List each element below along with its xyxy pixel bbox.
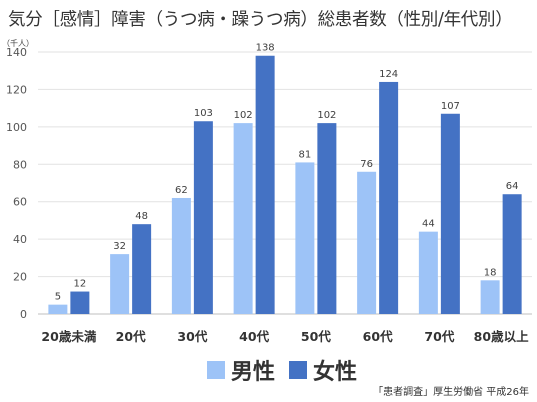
y-tick-label: 100 bbox=[6, 121, 27, 134]
x-tick-label: 20歳未満 bbox=[41, 329, 96, 344]
bar-female bbox=[70, 291, 90, 314]
legend: 男性 女性 bbox=[207, 359, 357, 385]
y-tick-label: 120 bbox=[6, 83, 27, 96]
chart-title: 気分［感情］障害（うつ病・躁うつ病）総患者数（性別/年代別） bbox=[8, 10, 513, 30]
x-tick-label: 50代 bbox=[301, 329, 331, 344]
bar-male bbox=[110, 254, 130, 314]
data-label: 76 bbox=[360, 159, 373, 170]
data-label: 124 bbox=[379, 69, 398, 80]
bar-male bbox=[418, 231, 438, 314]
y-axis: 0 20 40 60 80 100 120 140 bbox=[6, 46, 27, 321]
bars: 5 12 32 48 62 103 102 138 81 102 76 124 44 107 18 64 bbox=[48, 43, 522, 314]
legend-label-male: 男性 bbox=[231, 360, 275, 385]
bar-female bbox=[317, 123, 337, 314]
y-tick-label: 60 bbox=[13, 196, 27, 209]
legend-swatch-female bbox=[289, 361, 307, 379]
bar-female bbox=[255, 55, 275, 314]
y-tick-label: 20 bbox=[13, 271, 27, 284]
bar-female bbox=[379, 81, 399, 314]
x-tick-label: 30代 bbox=[177, 329, 207, 344]
x-axis: 20歳未満 20代 30代 40代 50代 60代 70代 80歳以上 bbox=[41, 329, 529, 344]
y-axis-unit-label: （千人） bbox=[2, 38, 34, 48]
data-label: 5 bbox=[55, 292, 61, 303]
data-label: 103 bbox=[194, 108, 213, 119]
data-label: 48 bbox=[135, 211, 148, 222]
data-label: 138 bbox=[256, 43, 275, 54]
data-label: 62 bbox=[175, 185, 188, 196]
bar-female bbox=[502, 194, 522, 314]
legend-swatch-male bbox=[207, 361, 225, 379]
bar-male bbox=[48, 304, 68, 314]
data-label: 12 bbox=[74, 279, 87, 290]
data-label: 18 bbox=[484, 267, 497, 278]
data-label: 32 bbox=[113, 241, 126, 252]
x-tick-label: 80歳以上 bbox=[474, 329, 529, 344]
bar-male bbox=[171, 197, 191, 314]
x-tick-label: 20代 bbox=[116, 329, 146, 344]
data-label: 64 bbox=[506, 181, 519, 192]
bar-male bbox=[357, 171, 377, 314]
x-tick-label: 60代 bbox=[363, 329, 393, 344]
x-tick-label: 40代 bbox=[239, 329, 269, 344]
data-label: 107 bbox=[441, 101, 460, 112]
y-tick-label: 40 bbox=[13, 233, 27, 246]
data-label: 102 bbox=[234, 110, 253, 121]
bar-female bbox=[440, 113, 460, 314]
y-tick-label: 0 bbox=[20, 308, 27, 321]
bar-male bbox=[295, 162, 315, 314]
data-label: 81 bbox=[299, 149, 312, 160]
source-note: 「患者調査」厚生労働省 平成26年 bbox=[373, 387, 529, 398]
bar-female bbox=[132, 224, 152, 314]
legend-label-female: 女性 bbox=[313, 359, 357, 385]
bar-male bbox=[233, 123, 253, 314]
y-tick-label: 80 bbox=[13, 158, 27, 171]
data-label: 102 bbox=[317, 110, 336, 121]
x-tick-label: 70代 bbox=[424, 329, 454, 344]
data-label: 44 bbox=[422, 219, 435, 230]
bar-male bbox=[480, 280, 500, 314]
y-tick-label: 140 bbox=[6, 46, 27, 59]
bar-female bbox=[193, 121, 213, 314]
